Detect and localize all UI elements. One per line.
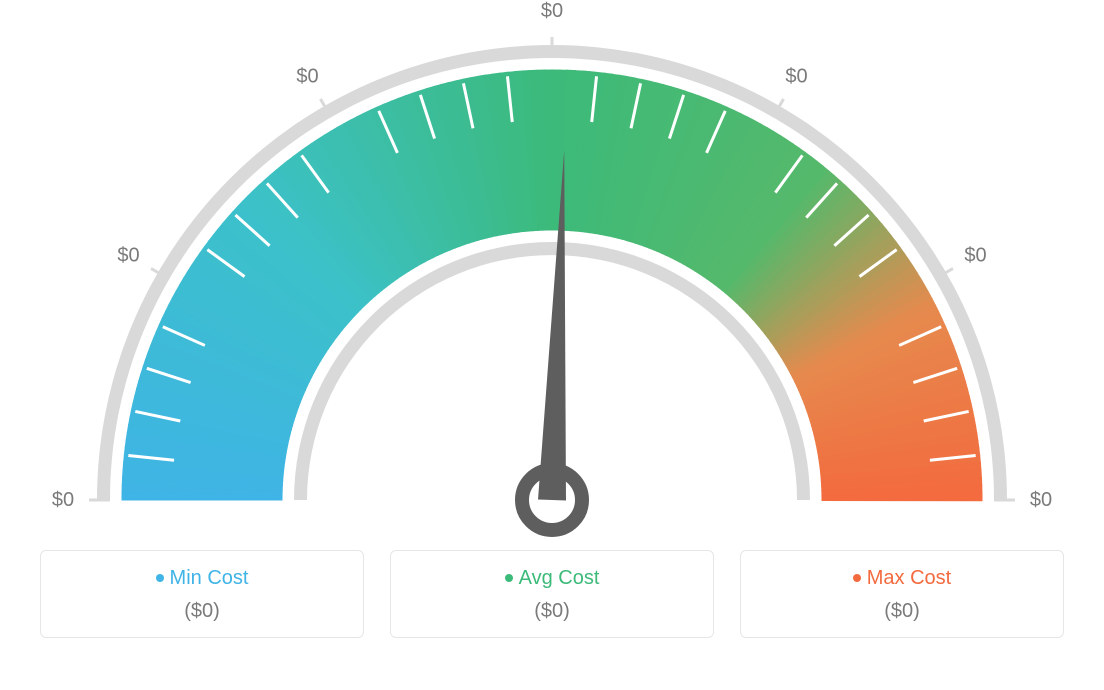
- legend-box-0: Min Cost ($0): [40, 550, 364, 638]
- legend-box-1: Avg Cost ($0): [390, 550, 714, 638]
- legend-label-text: Max Cost: [867, 567, 951, 589]
- gauge-svg: $0 $0 $0 $0 $0 $0 $0: [0, 0, 1104, 560]
- legend-dot-icon: [853, 574, 861, 582]
- legend-value: ($0): [401, 600, 703, 623]
- tick-label: $0: [964, 245, 986, 267]
- tick-label: $0: [541, 0, 563, 22]
- tick-label: $0: [52, 489, 74, 511]
- legend-value: ($0): [51, 600, 353, 623]
- legend-label: Min Cost: [51, 567, 353, 590]
- legend-label: Avg Cost: [401, 567, 703, 590]
- legend-box-2: Max Cost ($0): [740, 550, 1064, 638]
- legend-label: Max Cost: [751, 567, 1053, 590]
- legend-dot-icon: [156, 574, 164, 582]
- tick-label: $0: [785, 66, 807, 88]
- tick-label: $0: [117, 245, 139, 267]
- tick-label: $0: [296, 66, 318, 88]
- legend-label-text: Avg Cost: [519, 567, 600, 589]
- cost-gauge-chart: $0$0$0$0$0$0$0 Min Cost($0)Avg Cost($0)M…: [0, 0, 1104, 690]
- gauge-area: $0 $0 $0 $0 $0 $0 $0: [0, 0, 1104, 540]
- legend-dot-icon: [505, 574, 513, 582]
- tick-label: $0: [1030, 489, 1052, 511]
- legend-label-text: Min Cost: [170, 567, 249, 589]
- legend-value: ($0): [751, 600, 1053, 623]
